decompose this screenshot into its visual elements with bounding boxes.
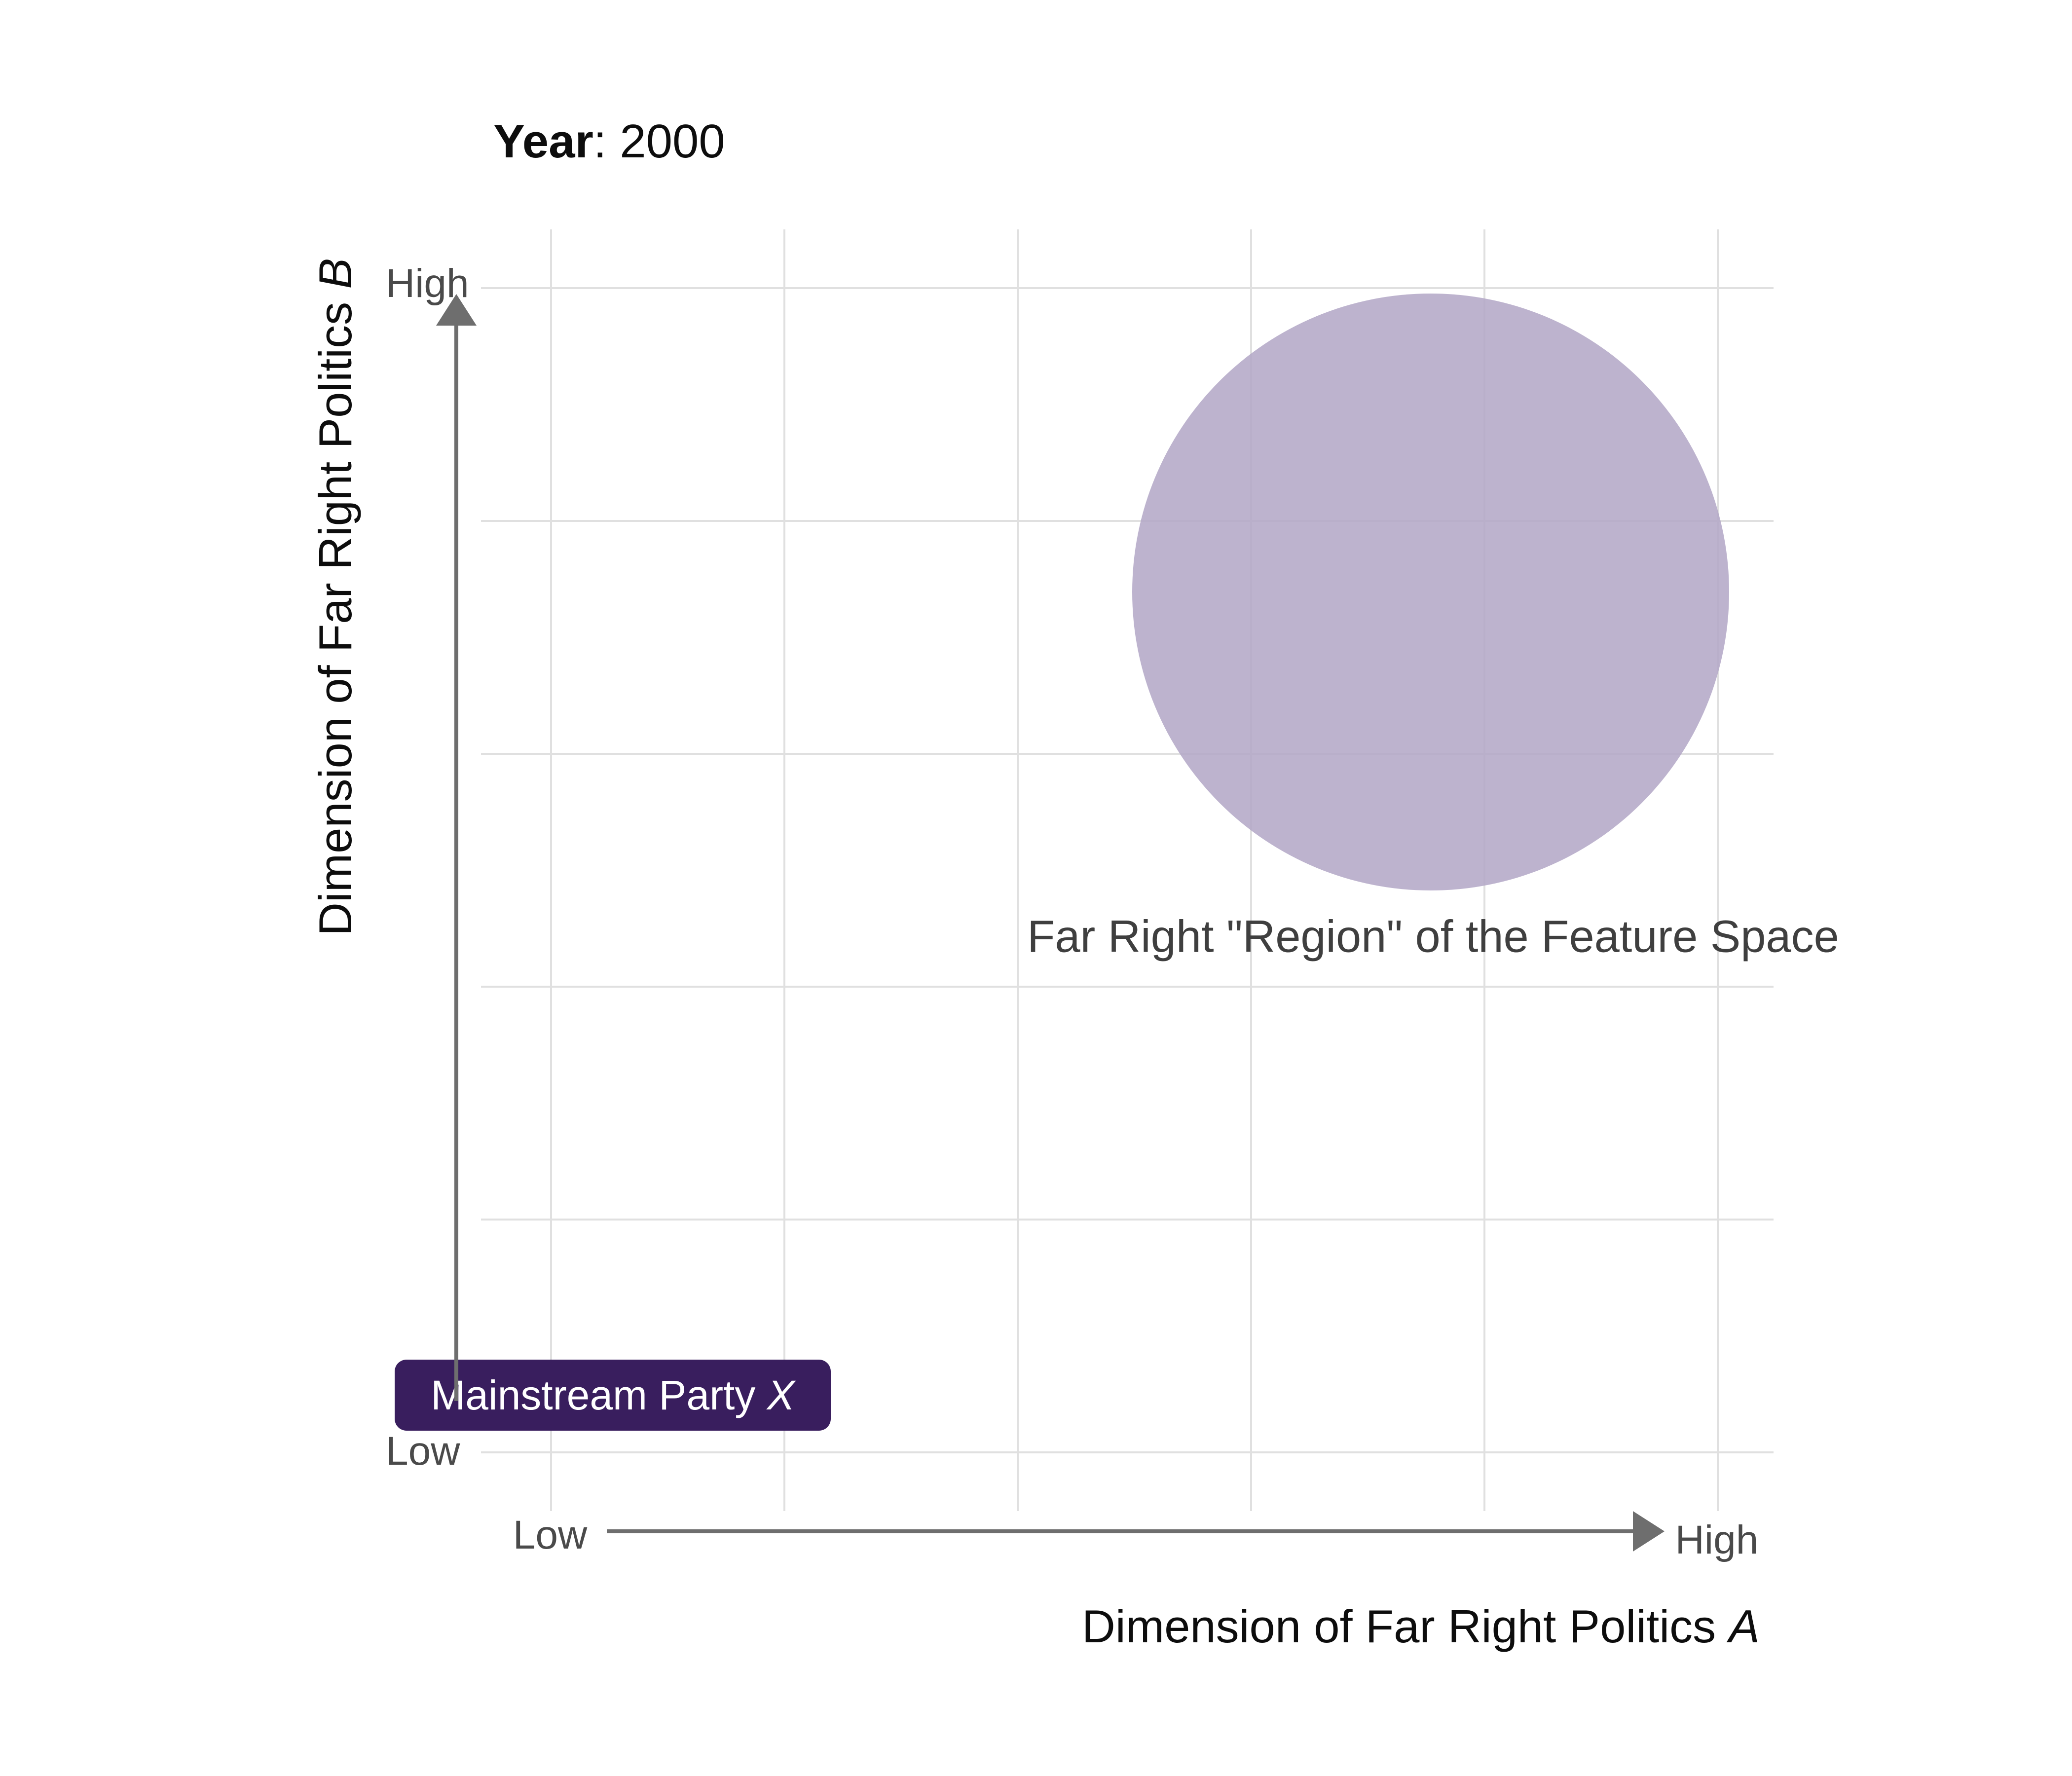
chart-title-prefix: Year (493, 115, 593, 168)
gridline-vertical-1 (550, 229, 552, 1511)
x-axis-title-suffix: A (1729, 1600, 1760, 1652)
chart-title-value: 2000 (620, 115, 725, 168)
y-axis-title-suffix: B (309, 258, 361, 289)
y-axis-arrow-shaft (454, 318, 458, 1401)
gridline-horizontal-1 (481, 287, 1774, 289)
chart-title: Year: 2000 (493, 114, 725, 169)
mainstream-party-badge-text: Mainstream Party X (431, 1371, 795, 1419)
x-axis-title-text: Dimension of Far Right Politics (1082, 1600, 1729, 1652)
gridline-horizontal-3 (481, 753, 1774, 755)
gridline-vertical-2 (783, 229, 785, 1511)
mainstream-party-badge-suffix: X (767, 1371, 795, 1418)
x-axis-arrow-head-icon (1633, 1511, 1665, 1552)
x-axis-tick-low: Low (513, 1513, 588, 1557)
gridline-vertical-4 (1250, 229, 1252, 1511)
y-axis-title: Dimension of Far Right Politics B (309, 258, 362, 936)
y-axis-tick-low: Low (386, 1429, 460, 1474)
gridline-vertical-6 (1717, 229, 1719, 1511)
gridline-horizontal-2 (481, 520, 1774, 522)
mainstream-party-badge-main: Mainstream Party (431, 1371, 767, 1418)
y-axis-title-text: Dimension of Far Right Politics (309, 289, 361, 936)
x-axis-title: Dimension of Far Right Politics A (1082, 1600, 1760, 1653)
gridline-horizontal-5 (481, 1219, 1774, 1221)
gridline-vertical-3 (1017, 229, 1019, 1511)
far-right-region-circle (1132, 294, 1729, 890)
x-axis-tick-high: High (1675, 1517, 1759, 1562)
y-axis-arrow-head-icon (436, 294, 477, 326)
far-right-region-label: Far Right "Region" of the Feature Space (1027, 911, 1839, 962)
gridline-horizontal-6 (481, 1451, 1774, 1453)
gridline-horizontal-4 (481, 986, 1774, 988)
mainstream-party-badge: Mainstream Party X (395, 1360, 831, 1431)
chart-title-separator: : (593, 115, 620, 168)
x-axis-arrow-shaft (607, 1529, 1634, 1533)
